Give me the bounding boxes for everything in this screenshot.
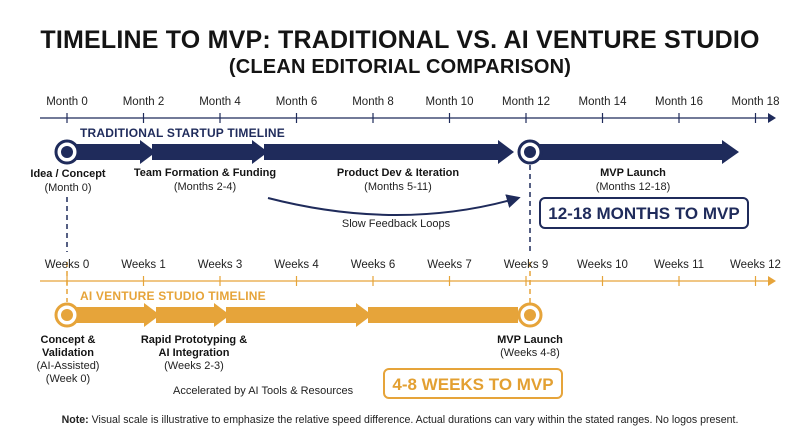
- traditional-axis-tick-label-2: Month 4: [199, 96, 241, 108]
- traditional-section-label: TRADITIONAL STARTUP TIMELINE: [80, 126, 285, 140]
- ai-stage-2-note: (Weeks 2-3): [164, 360, 224, 372]
- traditional-summary-text: 12-18 MONTHS TO MVP: [548, 204, 739, 223]
- ai-stage-2-title-line2: AI Integration: [159, 347, 230, 359]
- ai-axis-arrowhead: [768, 276, 776, 286]
- traditional-axis-tick-label-7: Month 14: [579, 96, 628, 108]
- ai-stage-1-note-line2: (Week 0): [46, 373, 90, 385]
- ai-stage-1-note-line1: (AI-Assisted): [37, 360, 100, 372]
- traditional-axis-tick-label-4: Month 8: [352, 96, 394, 108]
- ai-stage-1-title-line1: Concept &: [41, 334, 96, 346]
- trad-stage-2-title: Team Formation & Funding: [134, 167, 276, 179]
- traditional-axis-tick-label-5: Month 10: [426, 96, 474, 108]
- traditional-axis-arrowhead: [768, 113, 776, 123]
- traditional-arrow-3: [264, 140, 514, 164]
- trad-stage-3-title: Product Dev & Iteration: [337, 167, 460, 179]
- traditional-node-start: [54, 139, 80, 165]
- traditional-summary-box: [539, 197, 749, 229]
- ai-arrows: [70, 303, 518, 327]
- trad-stage-2-note: (Months 2-4): [174, 181, 236, 193]
- traditional-arrow-2: [152, 140, 268, 164]
- traditional-axis-tick-label-1: Month 2: [123, 96, 165, 108]
- page-title: TIMELINE TO MVP: TRADITIONAL VS. AI VENT…: [40, 26, 760, 54]
- ai-stage-3-title: MVP Launch: [497, 334, 563, 346]
- ai-stage-1-title-line2: Validation: [42, 347, 94, 359]
- ai-arrow-2: [156, 303, 230, 327]
- traditional-axis-tick-label-0: Month 0: [46, 96, 88, 108]
- traditional-axis-tick-label-3: Month 6: [276, 96, 318, 108]
- ai-axis-tick-label-3: Weeks 4: [274, 259, 319, 271]
- feedback-loop-label: Slow Feedback Loops: [342, 218, 451, 230]
- ai-axis-tick-label-4: Weeks 6: [351, 259, 396, 271]
- traditional-arrow-4: [535, 140, 739, 164]
- traditional-axis-tick-label-9: Month 18: [732, 96, 780, 108]
- footnote-text: Visual scale is illustrative to emphasiz…: [88, 414, 739, 426]
- ai-axis-tick-label-1: Weeks 1: [121, 259, 166, 271]
- traditional-node-mvp: [517, 139, 543, 165]
- ai-stage-3-note: (Weeks 4-8): [500, 347, 560, 359]
- ai-arrow-3: [226, 303, 372, 327]
- trad-stage-3-note: (Months 5-11): [364, 181, 432, 193]
- ai-axis-tick-label-8: Weeks 11: [654, 259, 704, 271]
- ai-node-mvp: [517, 302, 543, 328]
- traditional-arrow-1: [70, 140, 156, 164]
- trad-stage-1-title: Idea / Concept: [30, 168, 106, 180]
- ai-axis: Weeks 0 Weeks 1 Weeks 3 Weeks 4 Weeks 6 Weeks…: [40, 259, 781, 286]
- ai-node-start: [54, 302, 80, 328]
- ai-axis-tick-label-5: Weeks 7: [427, 259, 472, 271]
- ai-stage-2-title-line1: Rapid Prototyping &: [141, 334, 247, 346]
- ai-axis-tick-label-0: Weeks 0: [45, 259, 90, 271]
- page-subtitle: (CLEAN EDITORIAL COMPARISON): [228, 56, 572, 78]
- ai-axis-tick-label-9: Weeks 12: [730, 259, 781, 271]
- trad-stage-4-title: MVP Launch: [600, 167, 666, 179]
- accelerated-note: Accelerated by AI Tools & Resources: [173, 385, 354, 397]
- ai-summary-box: [383, 368, 563, 399]
- feedback-loop-curve: [267, 194, 521, 216]
- ai-arrow-4: [368, 307, 518, 323]
- traditional-axis: Month 0 Month 2 Month 4 Month 6 Month 8 Month…: [40, 96, 779, 123]
- traditional-arrows: [70, 140, 739, 164]
- ai-axis-tick-label-6: Weeks 9: [504, 259, 549, 271]
- footnote: Note: Visual scale is illustrative to em…: [0, 414, 800, 426]
- traditional-axis-tick-label-8: Month 16: [655, 96, 703, 108]
- ai-section-label: AI VENTURE STUDIO TIMELINE: [80, 289, 266, 303]
- trad-stage-1-note: (Month 0): [44, 182, 91, 194]
- trad-stage-4-note: (Months 12-18): [596, 181, 671, 193]
- ai-axis-tick-label-7: Weeks 10: [577, 259, 628, 271]
- ai-arrow-1: [70, 303, 160, 327]
- footnote-label: Note:: [61, 414, 89, 426]
- traditional-axis-tick-label-6: Month 12: [502, 96, 550, 108]
- ai-summary-text: 4-8 WEEKS TO MVP: [392, 375, 553, 394]
- ai-axis-tick-label-2: Weeks 3: [198, 259, 243, 271]
